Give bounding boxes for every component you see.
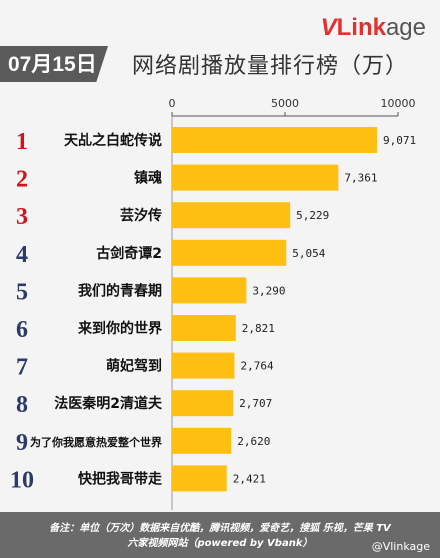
bar — [172, 427, 232, 454]
value-label: 2,620 — [237, 435, 270, 448]
category-label: 为了你我愿意热爱整个世界 — [30, 435, 162, 449]
x-tick-label: 0 — [169, 97, 176, 110]
value-label: 5,054 — [292, 247, 325, 260]
bar — [172, 239, 287, 266]
category-label: 来到你的世界 — [77, 320, 163, 337]
bar — [172, 164, 339, 191]
rank-number: 6 — [16, 317, 28, 343]
value-label: 3,290 — [252, 284, 285, 297]
value-label: 7,361 — [344, 172, 377, 185]
category-label: 天乩之白蛇传说 — [64, 132, 162, 149]
vlinkage-logo: VLinkage — [321, 14, 426, 42]
bar — [172, 352, 235, 379]
rank-number: 7 — [16, 355, 28, 381]
category-label: 法医秦明2清道夫 — [54, 395, 163, 412]
bar — [172, 127, 378, 153]
bar-chart: 0 5000 10000 1 天乩之白蛇传说 9,071 2 镇魂 7,361 3 芸汐传 5,229… — [10, 97, 416, 510]
bar — [172, 202, 291, 229]
rank-number: 4 — [16, 242, 28, 268]
rank-number: 8 — [16, 392, 28, 418]
category-label: 萌妃驾到 — [106, 358, 162, 375]
category-label: 快把我哥带走 — [78, 470, 163, 487]
logo-link: Link — [336, 14, 386, 41]
category-label: 古剑奇谭2 — [96, 245, 162, 262]
date-label: 07月15日 — [8, 53, 97, 76]
logo-age: age — [385, 14, 426, 41]
x-tick-label: 5000 — [271, 97, 299, 110]
rank-number: 2 — [16, 167, 28, 193]
x-tick-label: 10000 — [381, 97, 416, 110]
bar — [172, 315, 236, 341]
bar — [172, 390, 234, 417]
chart-title: 网络剧播放量排行榜（万） — [132, 54, 409, 79]
value-label: 2,764 — [240, 360, 273, 373]
rank-number: 9 — [16, 430, 28, 456]
watermark: @Vlinkage — [371, 540, 430, 553]
value-label: 2,821 — [242, 322, 275, 335]
bar — [172, 277, 247, 304]
logo-v: V — [320, 14, 337, 41]
rank-number: 1 — [16, 129, 28, 155]
rank-number: 3 — [16, 204, 28, 230]
bar — [172, 465, 227, 492]
footer-note-line1: 备注：单位（万次）数据来自优酷，腾讯视频，爱奇艺，搜狐 乐视，芒果 TV — [49, 523, 391, 534]
value-label: 2,421 — [233, 472, 266, 485]
category-label: 镇魂 — [134, 170, 162, 187]
category-label: 芸汐传 — [120, 207, 162, 224]
category-label: 我们的青春期 — [78, 282, 162, 299]
footer-bar — [0, 512, 440, 558]
rank-number: 10 — [10, 467, 34, 493]
footer-note-line2: 六家视频网站（powered by Vbank） — [127, 538, 313, 549]
rank-number: 5 — [16, 279, 28, 305]
value-label: 9,071 — [383, 134, 416, 147]
value-label: 2,707 — [239, 397, 272, 410]
value-label: 5,229 — [296, 209, 329, 222]
